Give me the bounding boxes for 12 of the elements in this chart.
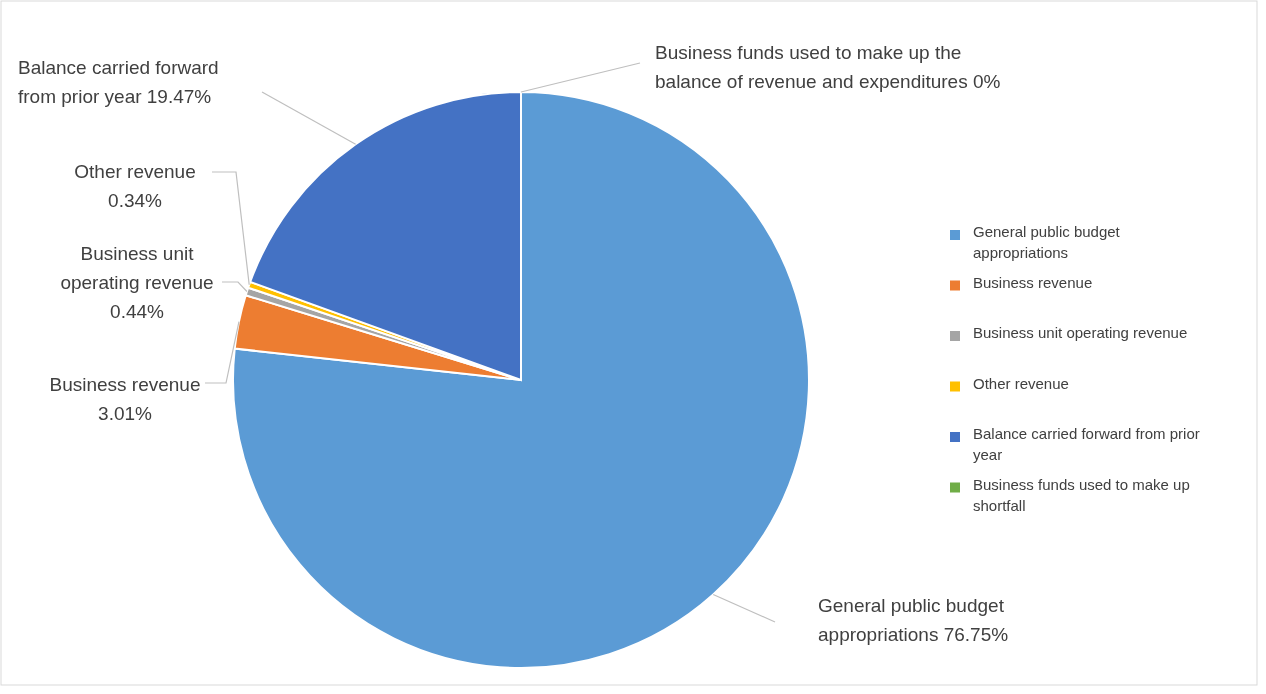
legend-label: Business revenue — [973, 273, 1093, 291]
legend-label: General public budget appropriations — [973, 223, 1121, 261]
legend-label: Business funds used to make up shortfall — [973, 475, 1190, 514]
data-label: Business revenue 3.01% — [49, 374, 201, 424]
data-label: Balance carried forward from prior year 19.47% — [18, 57, 219, 107]
data-label: Other revenue 0.34% — [74, 161, 196, 211]
legend-label: Balance carried forward from prior year — [973, 425, 1200, 463]
data-label: General public budget appropriations 76.75% — [818, 595, 1009, 645]
data-label: Business unit operating revenue 0.44% — [60, 243, 214, 322]
text: Business funds used to make up the balance of revenue and expenditures 0% — [655, 42, 1001, 92]
legend-label: Other revenue — [973, 374, 1069, 392]
legend-label: Business unit operating revenue — [973, 324, 1188, 341]
